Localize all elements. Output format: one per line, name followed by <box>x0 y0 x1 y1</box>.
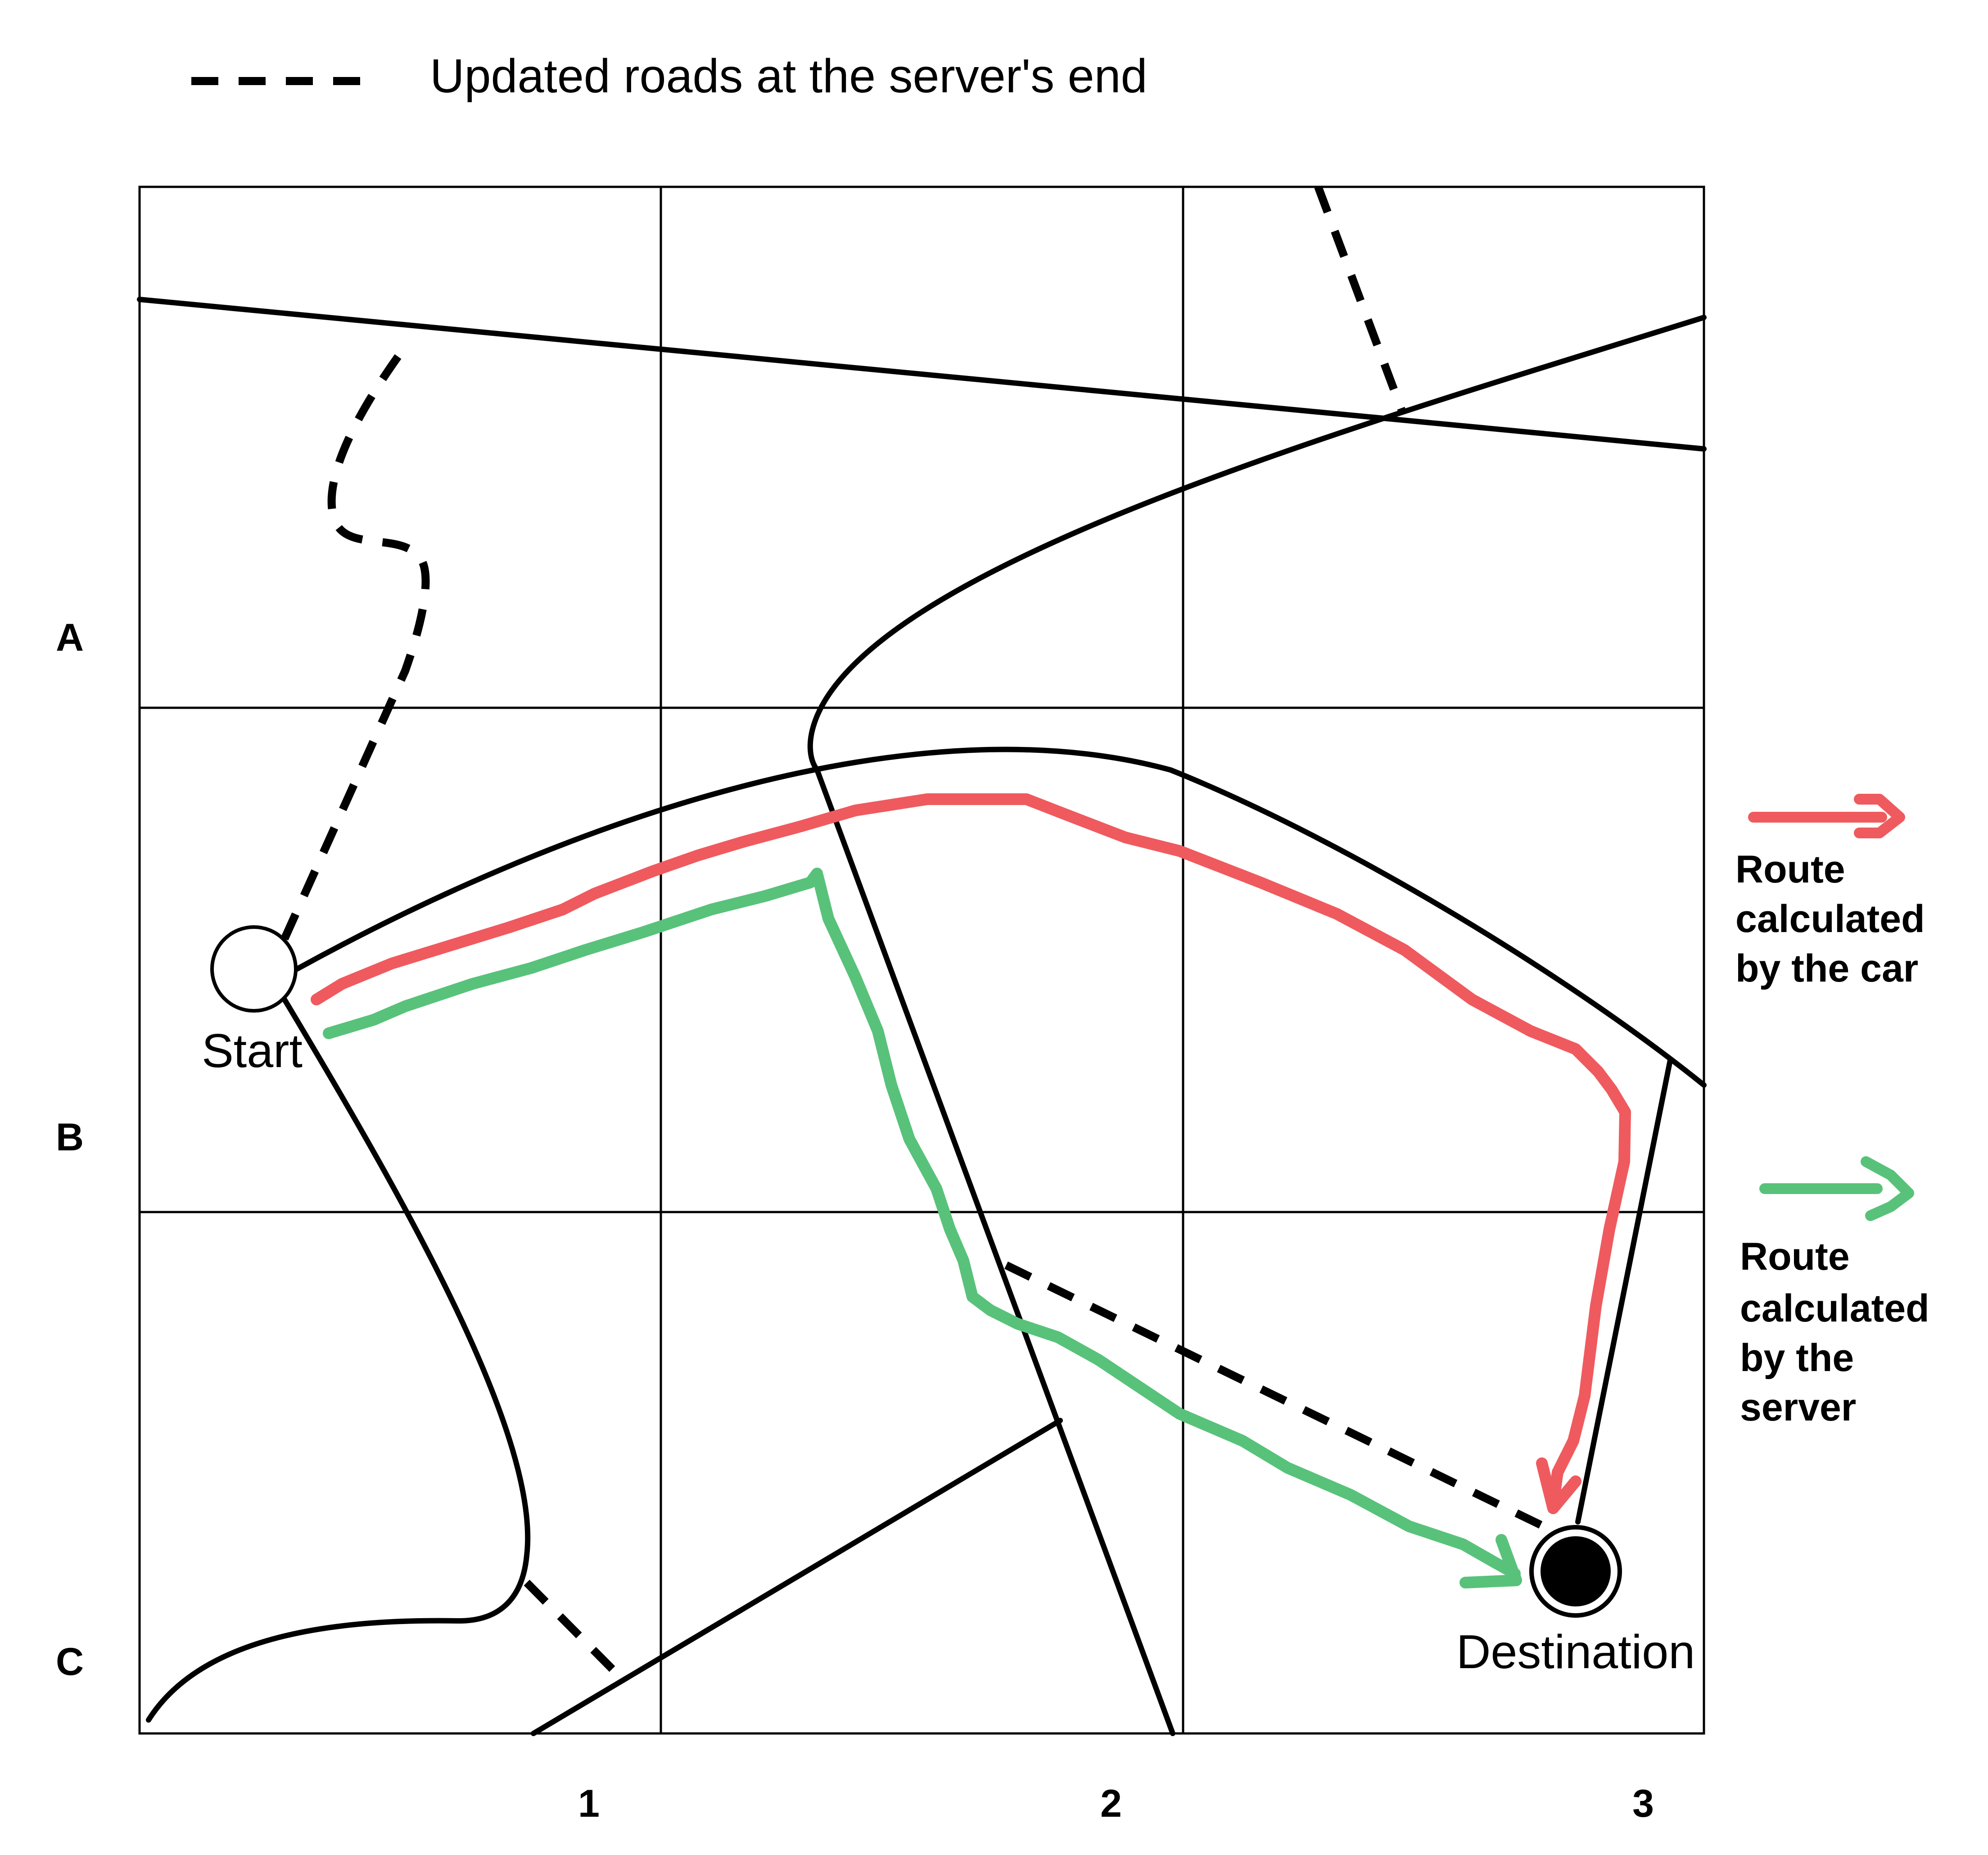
legend-server-route-label: Route calculated by the server <box>1740 1235 1940 1429</box>
row-label-c: C <box>56 1640 84 1683</box>
destination-label: Destination <box>1456 1625 1695 1679</box>
col-label-1: 1 <box>578 1782 600 1825</box>
road-start-south-curve <box>149 1000 528 1720</box>
legend-server-route-line-4: server <box>1740 1386 1856 1429</box>
legend-server-route: Route calculated by the server <box>1740 1162 1940 1429</box>
legend-server-route-line-2: calculated <box>1740 1287 1929 1330</box>
legend-car-route-line-3: by the car <box>1735 947 1918 990</box>
server-route-path <box>329 873 1515 1574</box>
legend-server-route-arrow <box>1765 1162 1909 1216</box>
destination-node: Destination <box>1456 1527 1695 1679</box>
legend-car-route: Route calculated by the car <box>1735 799 1936 990</box>
road-diagonal-south <box>817 770 1173 1733</box>
legend-car-route-line-1: Route <box>1735 848 1845 891</box>
legend-server-route-line-1: Route <box>1740 1235 1850 1278</box>
updated-road-start-north <box>285 347 425 939</box>
road-top-horizontal <box>140 299 1704 449</box>
updated-road-c-short <box>527 1583 616 1673</box>
road-a-curve <box>810 317 1704 770</box>
legend-car-route-line-2: calculated <box>1735 897 1925 941</box>
legend-car-route-label: Route calculated by the car <box>1735 848 1936 990</box>
col-label-3: 3 <box>1632 1782 1654 1825</box>
grid-labels: A B C 1 2 3 <box>56 616 1654 1825</box>
road-c-diagonal <box>533 1421 1060 1733</box>
legend-updated-roads-label: Updated roads at the server's end <box>430 50 1148 103</box>
legend-server-route-line-3: by the <box>1740 1336 1854 1380</box>
server-route <box>329 873 1516 1583</box>
row-label-b: B <box>56 1116 84 1159</box>
legend-car-route-arrow <box>1753 799 1900 833</box>
legend-updated-roads: Updated roads at the server's end <box>191 50 1148 103</box>
updated-road-top-right <box>1318 187 1402 412</box>
car-route-path <box>316 799 1625 1504</box>
updated-road-to-destination <box>1006 1265 1562 1535</box>
start-marker <box>212 927 296 1011</box>
start-label: Start <box>202 1024 303 1077</box>
col-label-2: 2 <box>1100 1782 1122 1825</box>
car-route <box>316 799 1625 1508</box>
destination-marker <box>1541 1536 1611 1606</box>
row-label-a: A <box>56 616 84 659</box>
